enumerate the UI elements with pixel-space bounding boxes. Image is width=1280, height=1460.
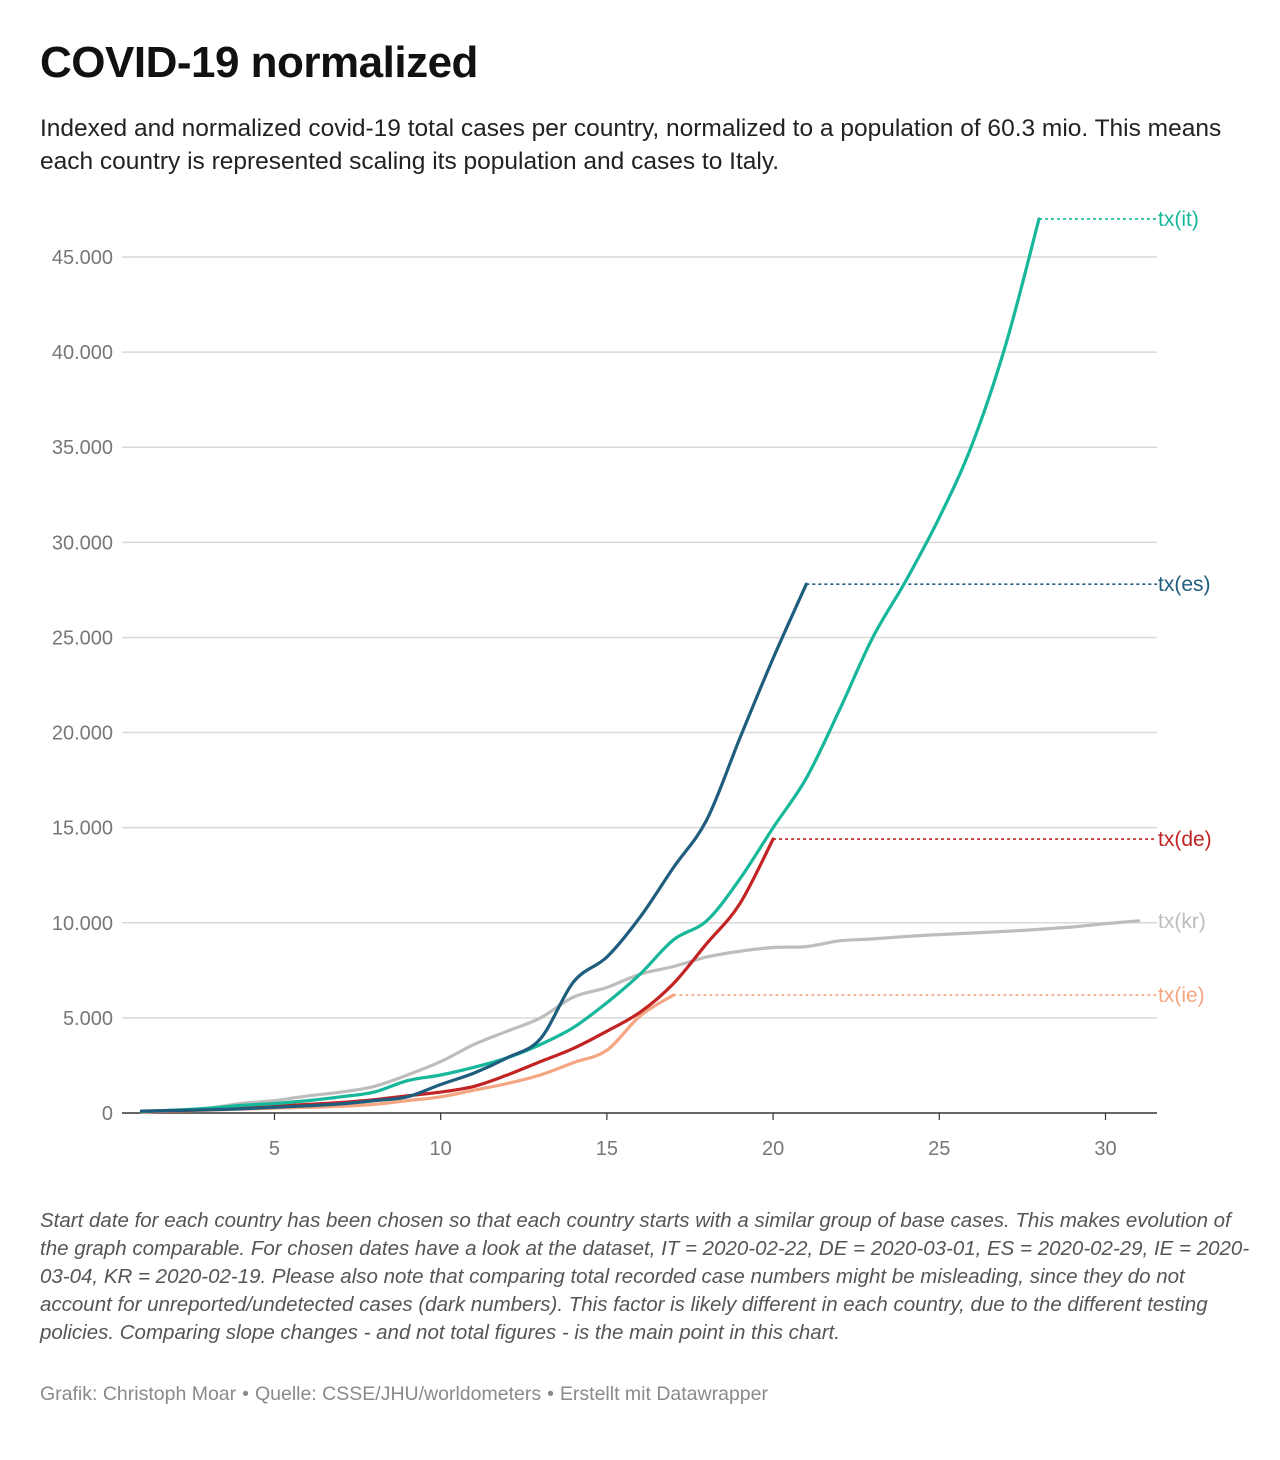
footer-separator: •	[242, 1383, 249, 1405]
series-label-de: tx(de)	[1158, 828, 1212, 851]
source-text: Quelle: CSSE/JHU/worldometers	[254, 1383, 542, 1405]
y-tick-label: 15.000	[52, 818, 113, 840]
y-tick-label: 35.000	[52, 437, 113, 459]
y-axis-tick-labels: 0 5.000 10.000 15.000 20.000 25.000 30.000 35.0…	[52, 247, 113, 1125]
x-tick-label: 5	[269, 1138, 280, 1160]
y-tick-label: 25.000	[52, 627, 113, 649]
chart-footer: Grafik: Christoph Moar • Quelle: CSSE/JHU/…	[40, 1383, 768, 1406]
y-tick-label: 30.000	[52, 532, 113, 554]
series-end-lines	[673, 218, 1157, 996]
x-tick-label: 25	[928, 1138, 950, 1160]
tool-text: Erstellt mit Datawrapper	[559, 1383, 768, 1405]
series-label-it: tx(it)	[1158, 208, 1199, 231]
series-line-it	[139, 217, 1041, 1114]
y-tick-label: 45.000	[52, 247, 113, 269]
credit-text: Grafik: Christoph Moar	[40, 1383, 237, 1405]
series-label-kr: tx(kr)	[1158, 910, 1206, 933]
x-tick-label: 20	[762, 1138, 784, 1160]
chart-subtitle: Indexed and normalized covid-19 total ca…	[40, 115, 1222, 175]
gridlines	[122, 256, 1157, 1114]
y-tick-label: 20.000	[52, 723, 113, 745]
series-lines	[139, 217, 1141, 1114]
chart-notes: Start date for each country has been cho…	[40, 1209, 1250, 1344]
series-labels: tx(kr) tx(ie) tx(de) tx(it) tx(es)	[1158, 208, 1212, 1007]
x-tick-label: 10	[430, 1138, 452, 1160]
y-tick-label: 5.000	[63, 1008, 113, 1030]
line-chart: 0 5.000 10.000 15.000 20.000 25.000 30.000 35.0…	[52, 208, 1212, 1160]
series-label-ie: tx(ie)	[1158, 984, 1205, 1007]
footer-separator: •	[547, 1383, 554, 1405]
x-tick-label: 15	[596, 1138, 618, 1160]
y-tick-label: 10.000	[52, 913, 113, 935]
series-line-es	[139, 582, 808, 1113]
x-tick-label: 30	[1094, 1138, 1116, 1160]
x-axis-tick-labels: 5 10 15 20 25 30	[269, 1113, 1117, 1160]
chart-title: COVID-19 normalized	[40, 38, 478, 87]
y-tick-label: 40.000	[52, 342, 113, 364]
y-tick-label: 0	[102, 1103, 113, 1125]
series-label-es: tx(es)	[1158, 573, 1211, 596]
